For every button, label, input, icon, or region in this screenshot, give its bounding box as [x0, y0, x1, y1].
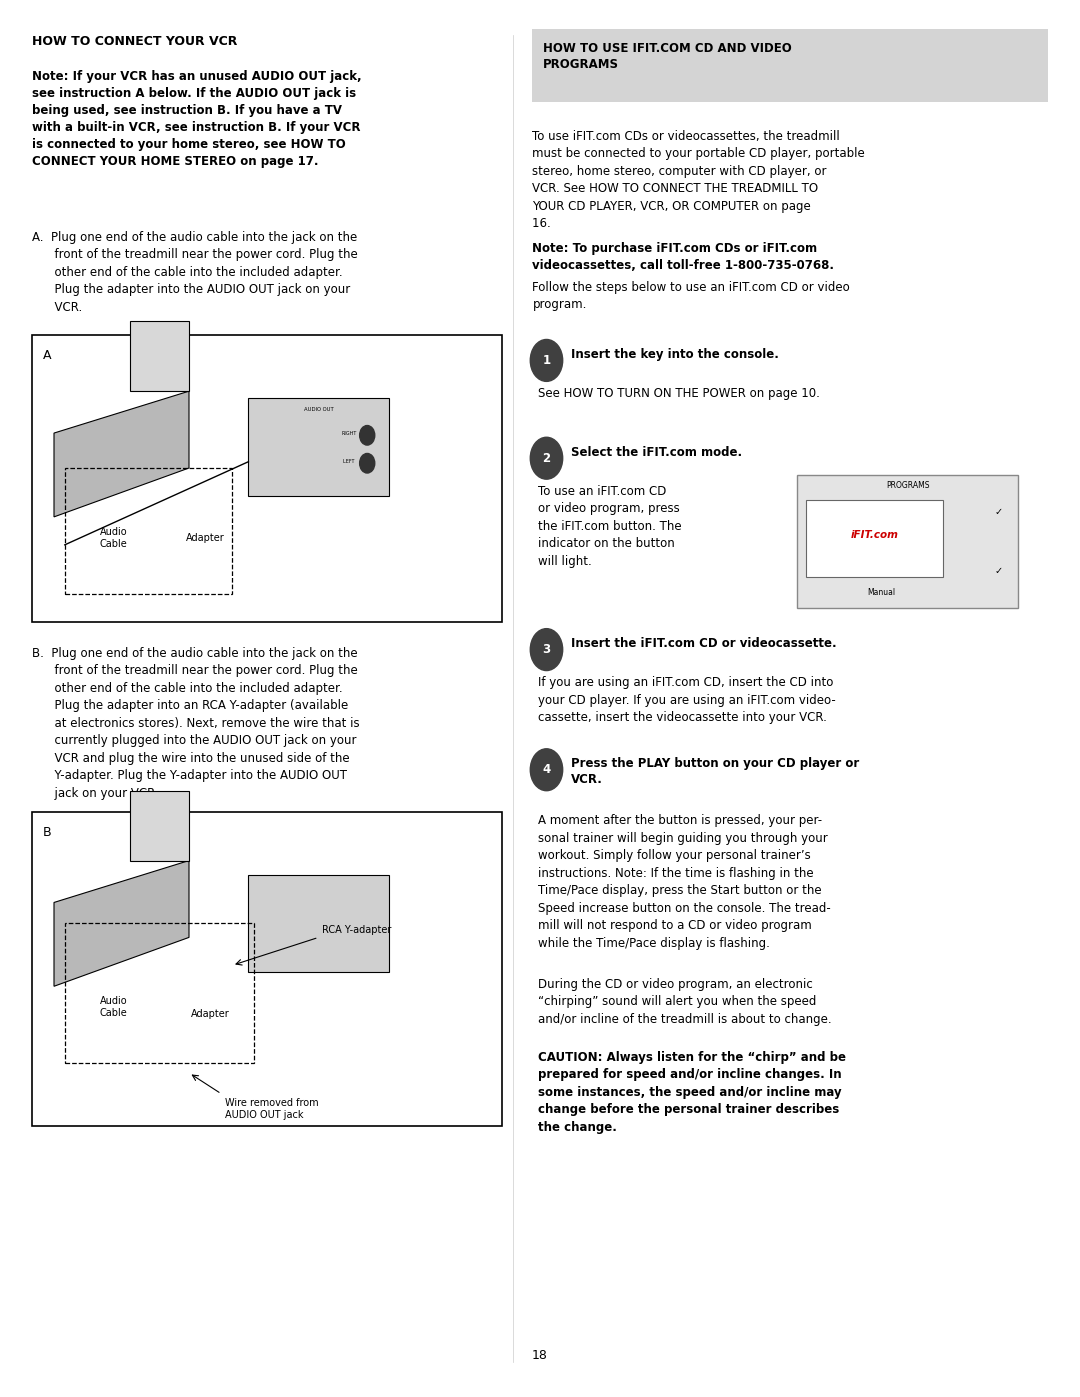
Text: To use an iFIT.com CD
or video program, press
the iFIT.com button. The
indicator: To use an iFIT.com CD or video program, … — [538, 485, 681, 567]
Text: During the CD or video program, an electronic
“chirping” sound will alert you wh: During the CD or video program, an elect… — [538, 978, 832, 1025]
Text: PROGRAMS: PROGRAMS — [886, 481, 930, 489]
Text: HOW TO USE IFIT.COM CD AND VIDEO
PROGRAMS: HOW TO USE IFIT.COM CD AND VIDEO PROGRAM… — [543, 42, 792, 71]
Text: 3: 3 — [542, 643, 551, 657]
Circle shape — [360, 454, 375, 474]
Bar — [248, 875, 389, 972]
Text: A: A — [43, 349, 52, 362]
Text: 2: 2 — [542, 451, 551, 465]
Circle shape — [360, 426, 375, 446]
Circle shape — [530, 749, 563, 791]
Bar — [532, 29, 1048, 102]
Bar — [65, 923, 254, 1063]
Bar — [806, 500, 943, 577]
Text: iFIT.com: iFIT.com — [850, 529, 899, 539]
Text: Press the PLAY button on your CD player or
VCR.: Press the PLAY button on your CD player … — [571, 757, 860, 787]
Text: A.  Plug one end of the audio cable into the jack on the
      front of the trea: A. Plug one end of the audio cable into … — [32, 231, 359, 313]
Bar — [130, 791, 189, 861]
Text: Note: To purchase iFIT.com CDs or iFIT.com
videocassettes, call toll-free 1-800-: Note: To purchase iFIT.com CDs or iFIT.c… — [532, 242, 835, 272]
Text: 1: 1 — [542, 353, 551, 367]
Text: Adapter: Adapter — [191, 1009, 230, 1020]
Circle shape — [530, 437, 563, 479]
Text: RIGHT: RIGHT — [341, 432, 356, 436]
Text: Insert the key into the console.: Insert the key into the console. — [571, 348, 779, 360]
Text: Manual: Manual — [867, 588, 895, 597]
Polygon shape — [54, 391, 189, 517]
Text: Note: If your VCR has an unused AUDIO OUT jack,
see instruction A below. If the : Note: If your VCR has an unused AUDIO OU… — [32, 70, 362, 168]
Text: LEFT: LEFT — [343, 460, 356, 464]
Text: See HOW TO TURN ON THE POWER on page 10.: See HOW TO TURN ON THE POWER on page 10. — [538, 387, 820, 400]
Bar — [65, 468, 232, 594]
Polygon shape — [54, 861, 189, 986]
Text: CAUTION: Always listen for the “chirp” and be
prepared for speed and/or incline : CAUTION: Always listen for the “chirp” a… — [538, 1051, 846, 1133]
Text: HOW TO CONNECT YOUR VCR: HOW TO CONNECT YOUR VCR — [32, 35, 238, 47]
Bar — [248, 398, 389, 496]
Text: Wire removed from
AUDIO OUT jack: Wire removed from AUDIO OUT jack — [225, 1098, 319, 1119]
Text: B: B — [43, 826, 52, 838]
Text: Insert the iFIT.com CD or videocassette.: Insert the iFIT.com CD or videocassette. — [571, 637, 837, 650]
Circle shape — [530, 339, 563, 381]
Bar — [32, 335, 502, 622]
Text: Audio
Cable: Audio Cable — [99, 996, 127, 1018]
Text: A moment after the button is pressed, your per-
sonal trainer will begin guiding: A moment after the button is pressed, yo… — [538, 814, 831, 950]
Text: B.  Plug one end of the audio cable into the jack on the
      front of the trea: B. Plug one end of the audio cable into … — [32, 647, 360, 800]
Bar — [130, 321, 189, 391]
Text: 4: 4 — [542, 763, 551, 777]
Text: ✓: ✓ — [995, 566, 1003, 576]
Text: Audio
Cable: Audio Cable — [99, 527, 127, 549]
Circle shape — [530, 629, 563, 671]
Text: Select the iFIT.com mode.: Select the iFIT.com mode. — [571, 446, 742, 458]
Text: Adapter: Adapter — [186, 532, 225, 543]
Text: 18: 18 — [532, 1350, 548, 1362]
Text: ✓: ✓ — [995, 507, 1003, 517]
Bar — [797, 475, 1018, 608]
Text: If you are using an iFIT.com CD, insert the CD into
your CD player. If you are u: If you are using an iFIT.com CD, insert … — [538, 676, 836, 724]
Text: To use iFIT.com CDs or videocassettes, the treadmill
must be connected to your p: To use iFIT.com CDs or videocassettes, t… — [532, 130, 865, 231]
Bar — [32, 812, 502, 1126]
Text: Follow the steps below to use an iFIT.com CD or video
program.: Follow the steps below to use an iFIT.co… — [532, 281, 850, 312]
Text: RCA Y-adapter: RCA Y-adapter — [322, 925, 391, 935]
Text: AUDIO OUT: AUDIO OUT — [303, 407, 334, 412]
